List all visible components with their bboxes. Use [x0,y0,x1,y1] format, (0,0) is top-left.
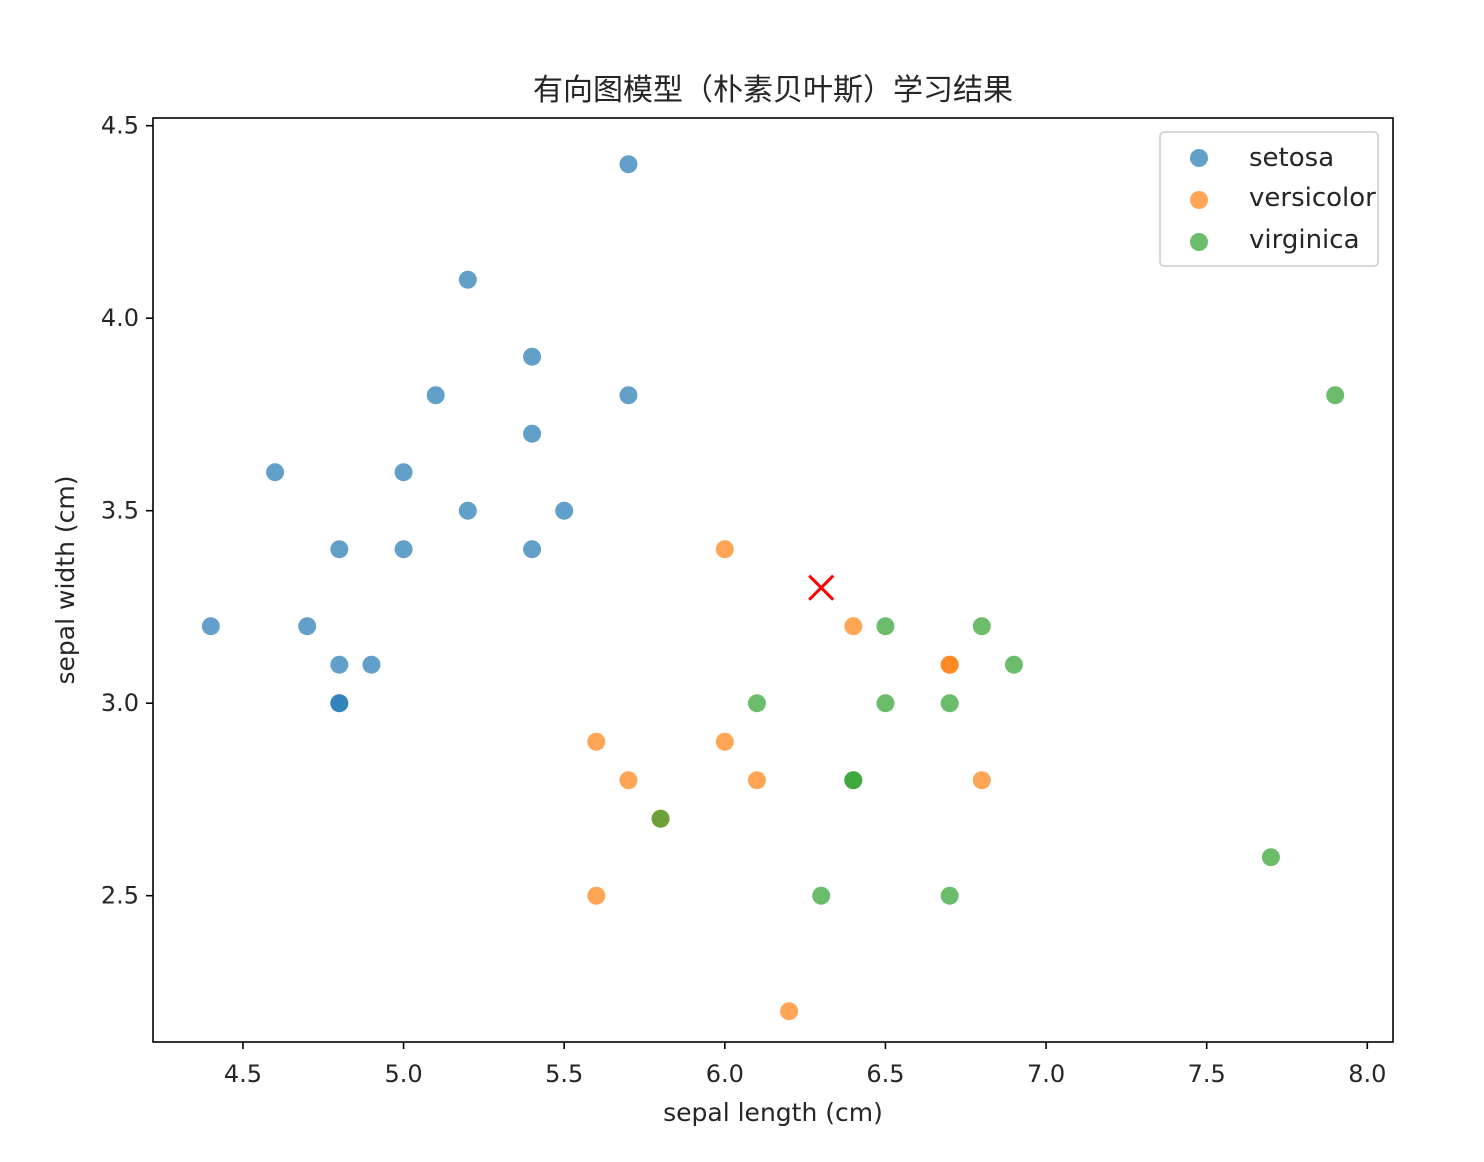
legend-marker-virginica [1190,233,1208,251]
data-point-setosa [394,540,413,559]
legend-label-virginica: virginica [1249,225,1360,255]
data-point-setosa [619,155,638,174]
data-point-setosa [458,270,477,289]
data-point-versicolor [587,886,606,905]
chart-title: 有向图模型（朴素贝叶斯）学习结果 [533,73,1013,108]
data-point-setosa [330,655,349,674]
data-point-versicolor [747,771,766,790]
test-point-stroke [808,574,835,601]
data-point-versicolor [715,732,734,751]
y-axis: 2.5 3.0 3.5 4.0 4.5 [101,112,153,910]
data-point-versicolor [940,655,959,674]
x-tick-label: 7.0 [1027,1060,1065,1088]
y-tick-label: 4.5 [101,112,139,140]
data-point-versicolor [715,540,734,559]
data-point-setosa [555,501,574,520]
x-axis: 4.5 5.0 5.5 6.0 6.5 7.0 7.5 8.0 [224,1042,1386,1088]
legend-box [1159,131,1379,267]
data-point-setosa [523,424,542,443]
data-point-setosa [330,694,349,713]
test-point-x-marker [808,574,835,601]
data-point-versicolor [844,617,863,636]
x-axis-label: sepal length (cm) [663,1098,883,1127]
data-point-virginica [876,694,895,713]
data-point-virginica [844,771,863,790]
data-point-versicolor [780,1002,799,1021]
data-point-virginica [747,694,766,713]
data-point-virginica [651,809,670,828]
data-point-setosa [362,655,381,674]
y-tick-label: 3.5 [101,497,139,525]
y-tick-label: 3.0 [101,689,139,717]
legend: setosa versicolor virginica [1159,131,1379,267]
y-axis-label: sepal width (cm) [51,476,80,685]
x-tick-label: 6.0 [706,1060,744,1088]
x-tick-label: 4.5 [224,1060,262,1088]
legend-label-setosa: setosa [1249,143,1334,173]
data-point-setosa [523,347,542,366]
y-tick-label: 4.0 [101,304,139,332]
data-point-setosa [619,386,638,405]
data-point-versicolor [587,732,606,751]
data-point-versicolor [972,771,991,790]
legend-label-versicolor: versicolor [1249,183,1376,213]
data-point-virginica [1261,848,1280,867]
data-point-setosa [266,463,285,482]
data-point-setosa [201,617,220,636]
data-point-versicolor [619,771,638,790]
data-point-virginica [940,694,959,713]
x-tick-label: 6.5 [866,1060,904,1088]
data-point-virginica [876,617,895,636]
data-point-setosa [458,501,477,520]
y-tick-label: 2.5 [101,882,139,910]
data-point-setosa [298,617,317,636]
x-tick-label: 8.0 [1348,1060,1386,1088]
data-point-virginica [1326,386,1345,405]
data-point-setosa [523,540,542,559]
x-tick-label: 5.5 [545,1060,583,1088]
data-point-virginica [812,886,831,905]
data-point-setosa [426,386,445,405]
data-point-setosa [330,540,349,559]
data-point-setosa [394,463,413,482]
data-points [201,155,1345,1021]
legend-marker-setosa [1190,149,1208,167]
legend-marker-versicolor [1190,191,1208,209]
data-point-virginica [940,886,959,905]
data-point-virginica [1004,655,1023,674]
data-point-virginica [972,617,991,636]
plot-frame [152,117,1394,1043]
x-tick-label: 5.0 [384,1060,422,1088]
x-tick-label: 7.5 [1188,1060,1226,1088]
